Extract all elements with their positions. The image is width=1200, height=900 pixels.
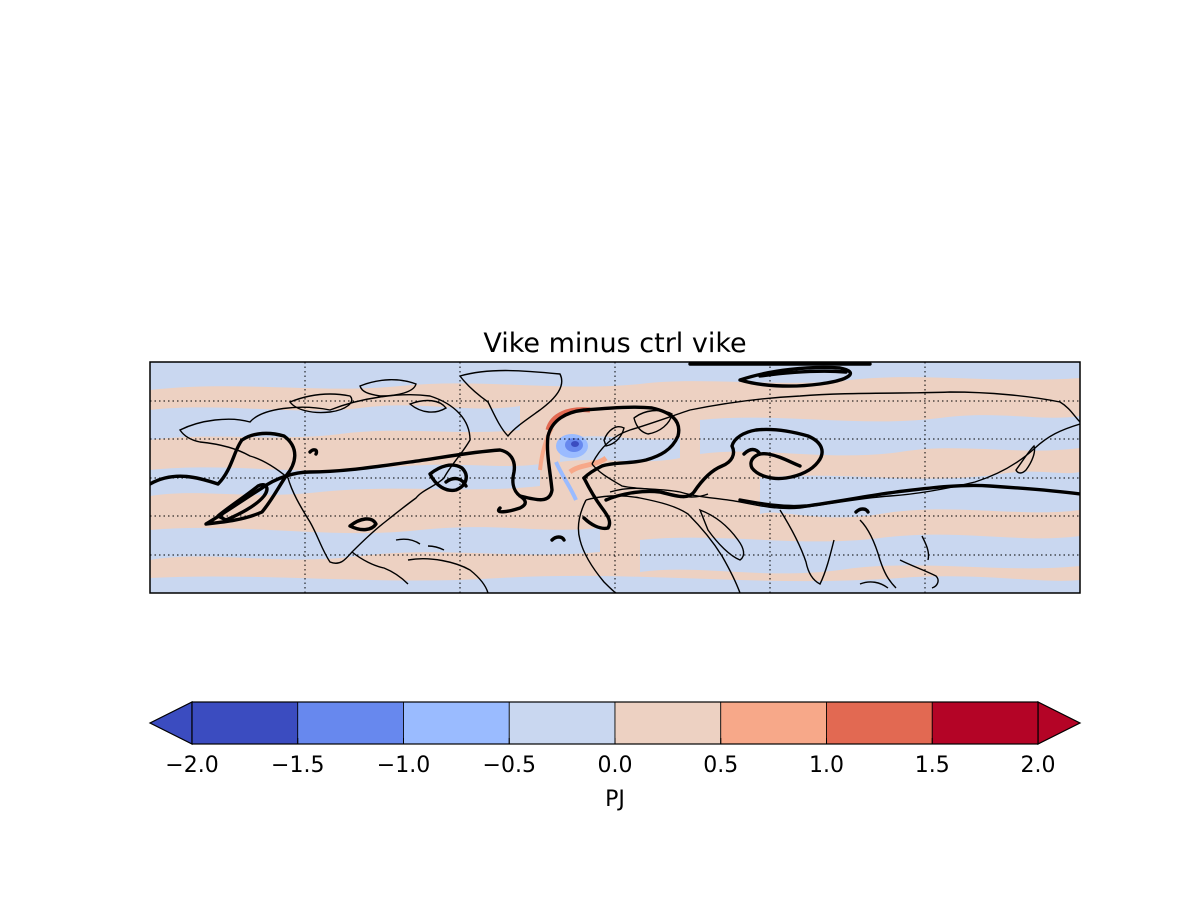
colorbar-bin <box>931 701 1039 745</box>
colorbar-bin <box>297 701 404 745</box>
colorbar-tick-label: 1.0 <box>809 753 844 778</box>
map-panel <box>150 362 1080 593</box>
colorbar-tick-label: 0.5 <box>703 753 738 778</box>
map-title: Vike minus ctrl vike <box>483 328 746 359</box>
colorbar-extend-over <box>1037 701 1082 745</box>
colorbar-bin <box>403 701 510 745</box>
colorbar: −2.0 −1.5 −1.0 −0.5 0.0 0.5 1.0 1.5 2.0 PJ <box>148 701 1082 812</box>
contour-lines <box>150 362 1080 542</box>
colorbar-tick-label: −1.5 <box>271 753 324 778</box>
graticule <box>150 362 1080 593</box>
coastlines <box>178 369 1080 593</box>
colorbar-tick-label: 0.0 <box>598 753 633 778</box>
colorbar-bin <box>826 701 933 745</box>
colorbar-bin <box>720 701 827 745</box>
colorbar-bin <box>191 701 299 745</box>
colorbar-bin <box>614 701 722 745</box>
colorbar-bin <box>508 701 616 745</box>
colorbar-extend-under <box>148 701 193 745</box>
negative-anomaly-regions <box>150 362 1080 593</box>
colorbar-tick-label: 1.5 <box>915 753 950 778</box>
colorbar-tick-label: −0.5 <box>483 753 536 778</box>
colorbar-tick-label: −2.0 <box>165 753 218 778</box>
map-frame <box>149 361 1081 594</box>
colorbar-label: PJ <box>605 787 625 812</box>
colorbar-tick-label: −1.0 <box>377 753 430 778</box>
colorbar-tick-label: 2.0 <box>1021 753 1056 778</box>
